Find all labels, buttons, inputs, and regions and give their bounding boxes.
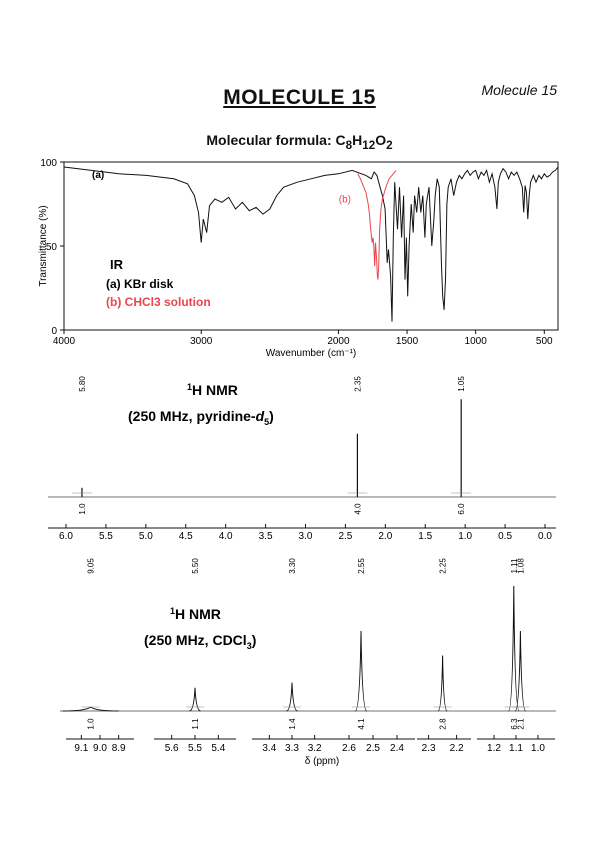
nmr2-peak-label: 2.55 xyxy=(357,558,366,574)
nmr2-peak xyxy=(189,687,201,712)
nmr1-x-tick-label: 5.0 xyxy=(139,531,153,542)
nmr2-peak-label: 3.30 xyxy=(288,558,297,574)
nmr2-x-tick-label: 1.2 xyxy=(487,743,501,754)
nmr2-peak-label: 9.05 xyxy=(87,558,96,574)
nmr2-x-tick-label: 1.0 xyxy=(531,743,545,754)
nmr2-peak xyxy=(437,655,448,712)
nmr1-x-tick-label: 5.5 xyxy=(99,531,113,542)
nmr2-peak xyxy=(508,585,520,712)
molecular-formula: Molecular formula: C8H12O2 xyxy=(0,132,599,152)
nmr2-title: 1H NMR xyxy=(170,606,221,622)
nmr2-x-tick-label: 2.4 xyxy=(390,743,404,754)
nmr1-x-tick-label: 3.5 xyxy=(259,531,273,542)
ir-y-tick-label: 50 xyxy=(46,242,58,253)
ir-series-b-label: (b) xyxy=(339,194,351,205)
nmr1-conditions: (250 MHz, pyridine-d5) xyxy=(128,408,274,427)
nmr2-peak-label: 1.08 xyxy=(516,558,525,574)
nmr2-peak xyxy=(62,706,119,712)
ir-y-tick-label: 0 xyxy=(51,326,57,337)
formula-label: Molecular formula: xyxy=(206,132,332,148)
nmr2-x-tick-label: 5.4 xyxy=(211,743,225,754)
nmr1-x-tick-label: 1.0 xyxy=(458,531,472,542)
ir-legend-b: (b) CHCl3 solution xyxy=(106,295,211,309)
nmr2-x-tick-label: 2.2 xyxy=(450,743,464,754)
corner-label: Molecule 15 xyxy=(481,82,558,98)
nmr2-conditions: (250 MHz, CDCl3) xyxy=(144,632,256,651)
nmr1-peak-label: 1.05 xyxy=(457,376,466,392)
nmr2-integral-label: 1.1 xyxy=(191,718,200,730)
nmr2-x-tick-label: 9.1 xyxy=(74,743,88,754)
nmr2-integral-label: 4.1 xyxy=(357,718,366,730)
ir-y-tick-label: 100 xyxy=(40,158,57,169)
nmr2-x-tick-label: 3.4 xyxy=(262,743,276,754)
nmr2-x-tick-label: 3.2 xyxy=(308,743,322,754)
nmr2-x-tick-label: 2.6 xyxy=(342,743,356,754)
ir-x-tick-label: 3000 xyxy=(190,336,213,347)
nmr1-x-tick-label: 0.5 xyxy=(498,531,512,542)
nmr1-title: 1H NMR xyxy=(187,382,238,398)
nmr1-integral-label: 1.0 xyxy=(78,503,87,515)
ir-legend-a: (a) KBr disk xyxy=(106,277,174,291)
nmr2-x-tick-label: 2.5 xyxy=(366,743,380,754)
ir-series-b xyxy=(357,170,397,280)
nmr2-x-tick-label: 2.3 xyxy=(422,743,436,754)
nmr2-peak-label: 1.11 xyxy=(510,558,519,574)
nmr2-x-tick-label: 5.5 xyxy=(188,743,202,754)
ir-x-tick-label: 1500 xyxy=(396,336,419,347)
nmr2-peak-label: 5.50 xyxy=(191,558,200,574)
nmr-spectrum-pyridine: 6.0 5.5 5.0 4.5 4.0 3.5 3.0 2.5 2.0 1.5 1.0 0.5 0.0 5… xyxy=(48,376,556,542)
nmr2-integral-label: 2.1 xyxy=(516,718,525,730)
nmr1-x-tick-label: 1.5 xyxy=(418,531,432,542)
nmr1-x-tick-label: 4.0 xyxy=(219,531,233,542)
nmr2-x-tick-label: 9.0 xyxy=(93,743,107,754)
nmr1-peak-label: 5.80 xyxy=(78,376,87,392)
nmr2-x-tick-label: 1.1 xyxy=(509,743,523,754)
nmr2-x-tick-label: 8.9 xyxy=(112,743,126,754)
nmr1-x-tick-label: 3.0 xyxy=(299,531,313,542)
nmr1-integral-label: 6.0 xyxy=(457,503,466,515)
nmr2-peak-label: 2.25 xyxy=(439,558,448,574)
ir-legend-title: IR xyxy=(110,257,124,272)
nmr2-x-tick-label: 5.6 xyxy=(165,743,179,754)
nmr2-peak xyxy=(286,682,298,712)
ir-x-tick-label: 4000 xyxy=(53,336,76,347)
nmr-spectrum-cdcl3: 9.1 9.0 8.9 5.6 5.5 5.4 3.4 3.3 3.2 2.6 2.5 2.4 2.3 2… xyxy=(60,558,556,767)
nmr1-x-tick-label: 6.0 xyxy=(59,531,73,542)
nmr2-integral-label: 2.8 xyxy=(439,718,448,730)
ir-spectrum: 0 50 100 4000 3000 2000 1500 1000 500 Wavenumber … xyxy=(38,158,559,359)
ir-series-a xyxy=(63,166,559,322)
nmr2-peak xyxy=(514,631,527,712)
nmr1-x-tick-label: 2.0 xyxy=(378,531,392,542)
ir-series-a-label: (a) xyxy=(92,170,104,181)
nmr2-x-axis-label: δ (ppm) xyxy=(305,756,339,767)
nmr2-peak xyxy=(354,631,368,712)
nmr2-x-tick-label: 3.3 xyxy=(285,743,299,754)
nmr2-integral-label: 1.4 xyxy=(288,718,297,730)
nmr1-x-tick-label: 4.5 xyxy=(179,531,193,542)
ir-x-tick-label: 1000 xyxy=(465,336,488,347)
nmr1-x-tick-label: 2.5 xyxy=(338,531,352,542)
nmr1-integral-label: 4.0 xyxy=(353,503,362,515)
ir-x-tick-label: 500 xyxy=(536,336,553,347)
nmr2-integral-label: 1.0 xyxy=(87,718,96,730)
ir-y-axis-label: Transmittance (%) xyxy=(38,205,49,286)
formula-value: C8H12O2 xyxy=(335,132,393,152)
nmr1-x-tick-label: 0.0 xyxy=(538,531,552,542)
ir-x-tick-label: 2000 xyxy=(327,336,350,347)
page-title: MOLECULE 15 xyxy=(223,86,376,109)
nmr2-integral-label: 6.3 xyxy=(510,718,519,730)
nmr1-peak-label: 2.35 xyxy=(353,376,362,392)
ir-x-axis-label: Wavenumber (cm⁻¹) xyxy=(266,348,356,359)
